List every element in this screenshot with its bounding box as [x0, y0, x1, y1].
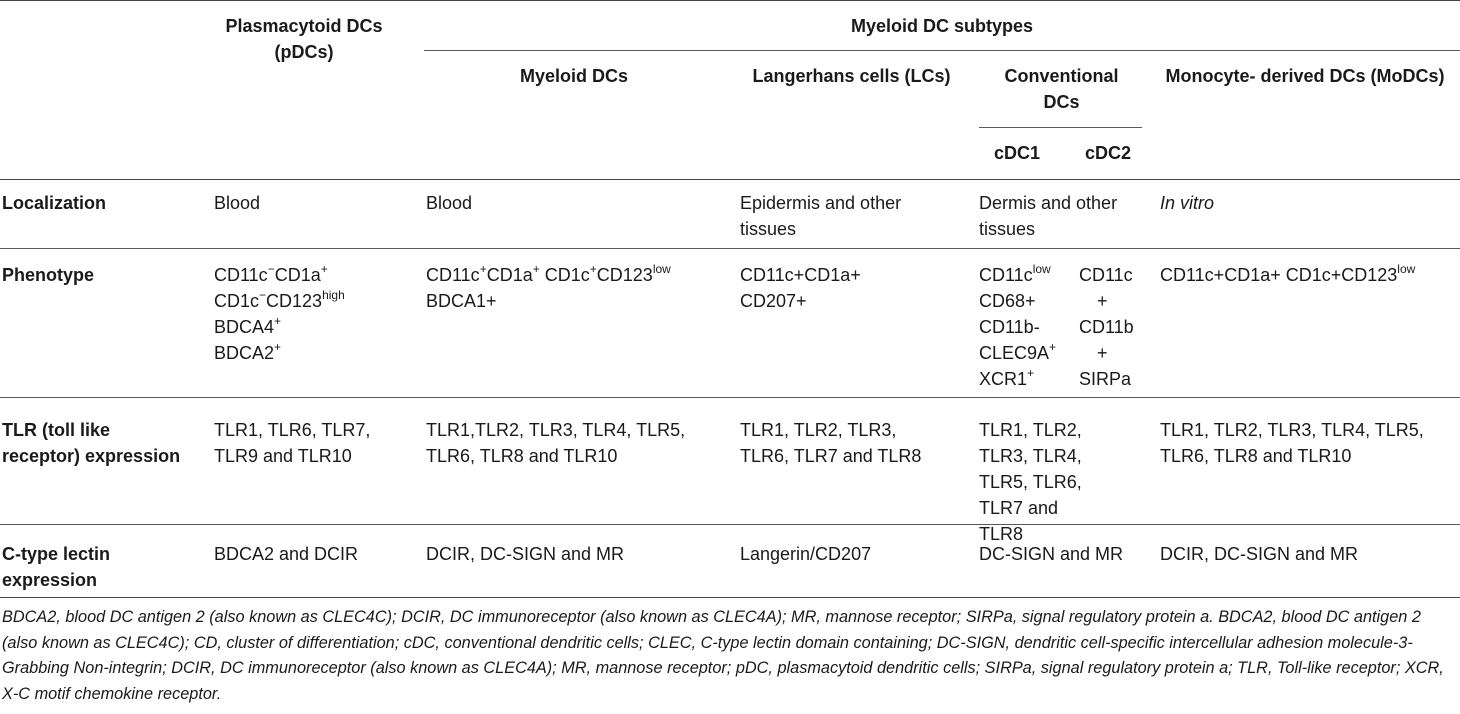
row-label-localization: Localization	[2, 193, 107, 213]
lectin-cdc: DC-SIGN and MR	[979, 544, 1124, 564]
phenotype-lc: CD11c+CD1a+ CD207+	[740, 265, 861, 311]
lectin-pdc: BDCA2 and DCIR	[214, 544, 359, 564]
table-footnote: BDCA2, blood DC antigen 2 (also known as…	[2, 608, 1444, 703]
phenotype-pdc: CD11c−CD1a+ CD1c−CD123high BDCA4+ BDCA2+	[214, 262, 345, 363]
localization-modc: In vitro	[1160, 193, 1215, 213]
row-rule-tlr	[0, 524, 1460, 525]
header-langerhans-cells: Langerhans cells (LCs)	[752, 66, 951, 86]
header-bottom-rule	[0, 179, 1460, 180]
phenotype-cdc1: CD11clow CD68+ CD11b- CLEC9A+ XCR1+	[979, 262, 1057, 389]
row-rule-phenotype	[0, 397, 1460, 398]
top-rule	[0, 0, 1460, 1]
row-label-tlr: TLR (toll like receptor) expression	[2, 420, 181, 466]
row-label-lectin: C-type lectin expression	[2, 544, 111, 590]
tlr-cdc: TLR1, TLR2, TLR3, TLR4, TLR5, TLR6, TLR7…	[979, 420, 1082, 544]
tlr-lc: TLR1, TLR2, TLR3, TLR6, TLR7 and TLR8	[740, 420, 922, 466]
localization-cdc: Dermis and other tissues	[979, 193, 1118, 239]
phenotype-cdc2: CD11c + CD11b + SIRPa	[1079, 265, 1134, 389]
localization-lc: Epidermis and other tissues	[740, 193, 902, 239]
lectin-myeloid: DCIR, DC-SIGN and MR	[426, 544, 625, 564]
conventional-dcs-rule	[979, 127, 1142, 128]
tlr-modc: TLR1, TLR2, TLR3, TLR4, TLR5, TLR6, TLR8…	[1160, 420, 1424, 466]
header-cdc1: cDC1	[994, 143, 1041, 163]
localization-pdc: Blood	[214, 193, 261, 213]
row-rule-localization	[0, 248, 1460, 249]
header-conventional-dcs: Conventional DCs	[1004, 66, 1119, 112]
tlr-pdc: TLR1, TLR6, TLR7, TLR9 and TLR10	[214, 420, 371, 466]
header-cdc2: cDC2	[1085, 143, 1132, 163]
myeloid-group-rule	[424, 50, 1460, 51]
header-myeloid-dcs: Myeloid DCs	[519, 66, 629, 86]
lectin-modc: DCIR, DC-SIGN and MR	[1160, 544, 1359, 564]
phenotype-modc: CD11c+CD1a+ CD1c+CD123low	[1160, 262, 1416, 285]
localization-myeloid: Blood	[426, 193, 473, 213]
table-bottom-rule	[0, 597, 1460, 598]
header-myeloid-subtypes: Myeloid DC subtypes	[850, 16, 1034, 36]
header-monocyte-derived-dcs: Monocyte- derived DCs (MoDCs)	[1165, 66, 1445, 86]
row-label-phenotype: Phenotype	[2, 265, 95, 285]
phenotype-myeloid: CD11c+CD1a+ CD1c+CD123low BDCA1+	[426, 262, 671, 311]
lectin-lc: Langerin/CD207	[740, 544, 872, 564]
tlr-myeloid: TLR1,TLR2, TLR3, TLR4, TLR5, TLR6, TLR8 …	[426, 420, 686, 466]
header-pdcs: Plasmacytoid DCs (pDCs)	[225, 16, 383, 62]
